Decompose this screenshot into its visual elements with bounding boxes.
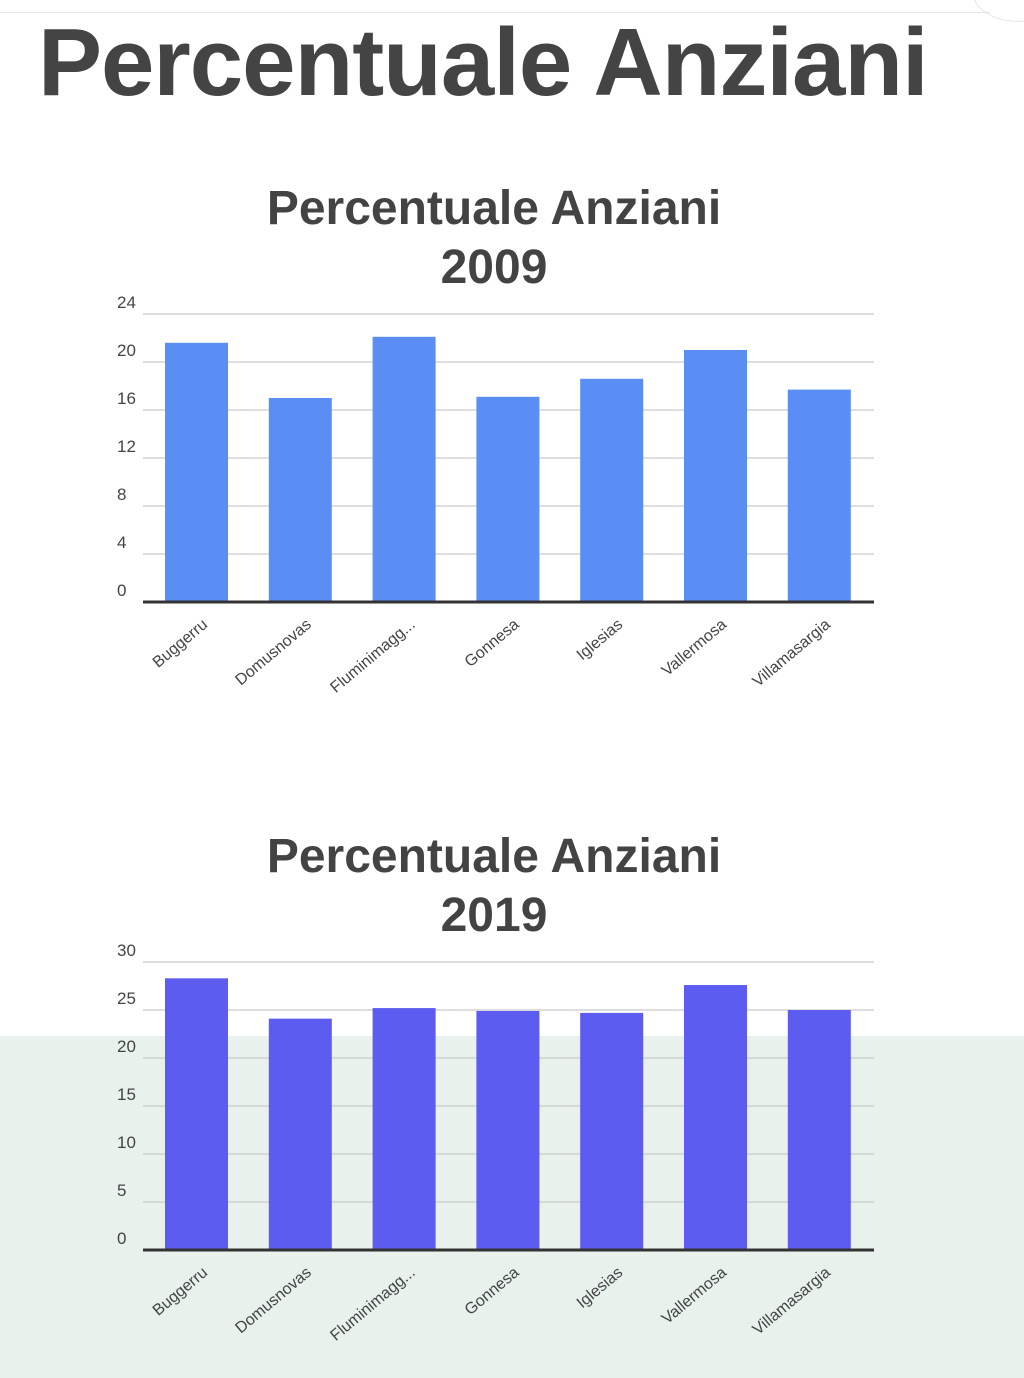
x-category-label: Buggerru: [150, 616, 211, 671]
y-tick-label: 16: [117, 389, 136, 408]
y-tick-label: 25: [117, 989, 136, 1008]
bar-buggerru: [165, 342, 228, 602]
x-category-label: Gonnesa: [462, 616, 523, 671]
x-category-label: Iglesias: [574, 1264, 626, 1312]
x-category-label: Vallermosa: [659, 1264, 730, 1328]
y-tick-label: 8: [117, 485, 126, 504]
bar-iglesias: [580, 1012, 644, 1250]
bar-gonnesa: [476, 1010, 540, 1250]
y-tick-label: 0: [117, 1229, 126, 1248]
y-tick-label: 10: [117, 1133, 136, 1152]
x-category-label: Villamasargia: [750, 1264, 834, 1339]
bar-domusnovas: [268, 398, 332, 602]
bar-iglesias: [580, 378, 644, 602]
y-tick-label: 15: [117, 1085, 136, 1104]
y-tick-label: 4: [117, 533, 126, 552]
x-category-label: Domusnovas: [232, 616, 314, 689]
x-category-label: Fluminimagg...: [327, 1264, 418, 1344]
x-category-label: Domusnovas: [232, 1264, 314, 1337]
chart-title-line: Percentuale Anziani: [267, 182, 721, 235]
bar-vallermosa: [684, 350, 747, 602]
x-category-label: Iglesias: [574, 616, 626, 664]
y-tick-label: 0: [117, 581, 126, 600]
y-tick-label: 12: [117, 437, 136, 456]
chart-title-line: 2009: [441, 241, 548, 294]
corner-decoration: [972, 0, 1024, 22]
chart-2019: Percentuale Anziani 2019 0 5 10 15 20 25 30 Bugge…: [0, 818, 1024, 1378]
y-tick-label: 20: [117, 1037, 136, 1056]
chart-2009-svg: Percentuale Anziani 2009 0 4 8 12 16 20 24 Bugger…: [117, 182, 874, 697]
bar-fluminimagg: [372, 336, 436, 602]
bar-gonnesa: [476, 396, 540, 602]
bar-domusnovas: [268, 1018, 332, 1250]
y-tick-label: 24: [117, 293, 136, 312]
chart-title-line: 2019: [441, 889, 548, 942]
x-category-label: Buggerru: [150, 1264, 211, 1319]
x-category-label: Fluminimagg...: [327, 616, 418, 696]
y-tick-label: 30: [117, 941, 136, 960]
bar-villamasargia: [787, 389, 851, 602]
x-category-label: Vallermosa: [659, 616, 730, 680]
page-title: Percentuale Anziani: [38, 9, 929, 116]
bar-fluminimagg: [372, 1008, 436, 1250]
chart-2009: Percentuale Anziani 2009 0 4 8 12 16 20 24 Bugger…: [0, 170, 1024, 740]
x-category-label: Gonnesa: [462, 1264, 523, 1319]
bar-buggerru: [165, 978, 228, 1250]
chart-title-line: Percentuale Anziani: [267, 830, 721, 883]
chart-2019-svg: Percentuale Anziani 2019 0 5 10 15 20 25 30 Bugge…: [117, 830, 874, 1345]
bar-vallermosa: [684, 985, 747, 1250]
top-divider: [0, 12, 990, 13]
bar-villamasargia: [787, 1010, 851, 1250]
y-tick-label: 5: [117, 1181, 126, 1200]
x-category-label: Villamasargia: [750, 616, 834, 691]
y-tick-label: 20: [117, 341, 136, 360]
